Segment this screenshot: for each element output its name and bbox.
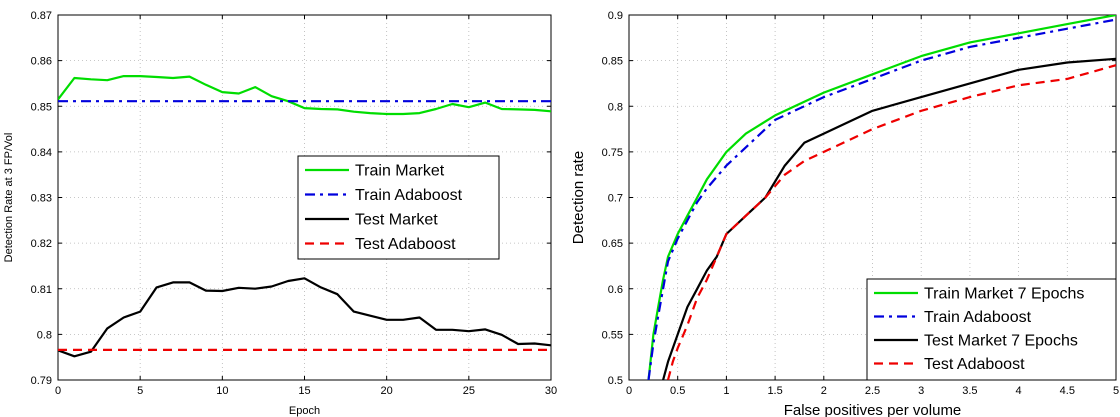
chart1-legend: Train Market Train Adaboost Test Market Tes… bbox=[297, 155, 500, 260]
chart2-legend-label: Train Market 7 Epochs bbox=[924, 286, 1084, 303]
chart2-x-tick-label: 2 bbox=[821, 385, 827, 397]
chart2-y-tick-label: 0.85 bbox=[602, 56, 623, 68]
chart1-x-tick-label: 20 bbox=[381, 385, 393, 397]
chart1-y-tick-label: 0.86 bbox=[31, 56, 52, 68]
chart2-y-tick-label: 0.5 bbox=[608, 375, 623, 387]
chart1-y-axis-label: Detection Rate at 3 FP/Vol bbox=[3, 133, 15, 263]
chart1-x-tick-label: 5 bbox=[137, 385, 143, 397]
chart1-x-tick-label: 10 bbox=[216, 385, 228, 397]
chart1-legend-label: Test Market bbox=[355, 212, 438, 229]
chart2-series-train-market-7-epochs-line bbox=[647, 15, 1116, 380]
chart2-x-tick-label: 0 bbox=[626, 385, 632, 397]
chart1-x-tick-label: 25 bbox=[463, 385, 475, 397]
chart2-series-test-adaboost-line bbox=[666, 64, 1116, 380]
chart1-y-tick-label: 0.79 bbox=[31, 375, 52, 387]
chart2-plot: 0 0.5 1 1.5 2 2.5 3 3.5 4 4.5 50.50.550.60.650.70.… bbox=[570, 10, 1119, 417]
chart1-x-tick-label: 15 bbox=[298, 385, 310, 397]
chart1-y-tick-label: 0.84 bbox=[31, 147, 52, 159]
chart1-plot: 0 5 10 15 20 25 30 0.79 0.8 0.81 0.82 0.83 0.84 0.85 0… bbox=[3, 10, 557, 417]
chart2-legend-label: Test Adaboost bbox=[924, 356, 1025, 373]
chart2-legend-label: Train Adaboost bbox=[924, 309, 1032, 326]
chart2-x-tick-label: 3.5 bbox=[962, 385, 977, 397]
chart2-x-tick-label: 0.5 bbox=[670, 385, 685, 397]
chart1-x-tick-label: 30 bbox=[545, 385, 557, 397]
chart2-legend: Train Market 7 Epochs Train Adaboost Test … bbox=[866, 278, 1117, 381]
chart1-legend-label: Test Adaboost bbox=[355, 236, 456, 253]
chart2-x-tick-label: 3 bbox=[918, 385, 924, 397]
chart2-y-tick-label: 0.6 bbox=[608, 284, 623, 296]
chart2-legend-label: Test Market 7 Epochs bbox=[924, 333, 1078, 350]
chart1-legend-label: Train Adaboost bbox=[355, 187, 463, 204]
chart1-x-tick-label: 0 bbox=[55, 385, 61, 397]
chart1-y-tick-label: 0.81 bbox=[31, 284, 52, 296]
chart1-y-tick-label: 0.82 bbox=[31, 238, 52, 250]
chart2-y-axis-label: Detection rate bbox=[570, 151, 587, 244]
chart1-y-tick-label: 0.8 bbox=[37, 329, 52, 341]
chart1-x-axis-label: Epoch bbox=[289, 405, 320, 417]
chart2-x-tick-label: 1 bbox=[723, 385, 729, 397]
chart1-y-tick-label: 0.85 bbox=[31, 101, 52, 113]
chart2-y-tick-label: 0.75 bbox=[602, 147, 623, 159]
chart2-y-tick-label: 0.9 bbox=[608, 10, 623, 22]
chart1-legend-label: Train Market bbox=[355, 163, 445, 180]
chart2-x-tick-label: 4.5 bbox=[1060, 385, 1075, 397]
chart1-legend-box bbox=[297, 155, 500, 260]
chart1-series-train-market-line bbox=[58, 74, 551, 116]
chart2-x-tick-label: 1.5 bbox=[767, 385, 782, 397]
chart2-y-tick-label: 0.65 bbox=[602, 238, 623, 250]
chart2-y-tick-label: 0.8 bbox=[608, 101, 623, 113]
chart2-x-tick-label: 5 bbox=[1113, 385, 1119, 397]
chart2-x-axis-label: False positives per volume bbox=[784, 402, 962, 417]
chart1-y-tick-label: 0.83 bbox=[31, 193, 52, 205]
chart2-y-tick-label: 0.55 bbox=[602, 329, 623, 341]
chart2-y-tick-label: 0.7 bbox=[608, 193, 623, 205]
chart2-series-train-adaboost-line bbox=[647, 18, 1116, 380]
chart1-series-test-market-line bbox=[58, 277, 551, 358]
chart2-x-tick-label: 2.5 bbox=[865, 385, 880, 397]
chart2-x-tick-label: 4 bbox=[1016, 385, 1022, 397]
chart1-y-tick-label: 0.87 bbox=[31, 10, 52, 22]
